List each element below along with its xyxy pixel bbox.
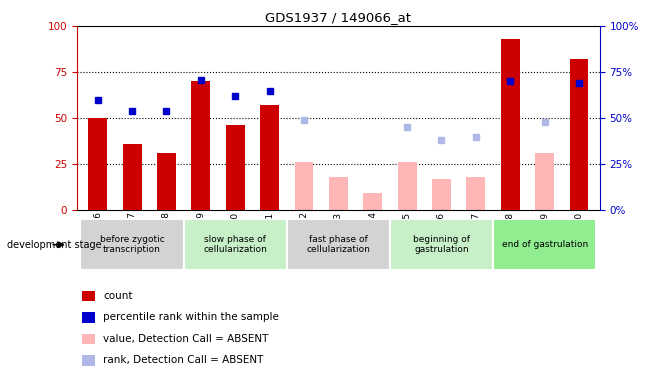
Bar <box>88 118 107 210</box>
Text: rank, Detection Call = ABSENT: rank, Detection Call = ABSENT <box>103 356 263 366</box>
Text: value, Detection Call = ABSENT: value, Detection Call = ABSENT <box>103 334 269 344</box>
Title: GDS1937 / 149066_at: GDS1937 / 149066_at <box>265 11 411 24</box>
Bar <box>432 179 451 210</box>
Bar <box>82 334 95 344</box>
Bar <box>570 59 588 210</box>
Bar <box>500 39 520 210</box>
Bar <box>390 219 493 270</box>
Bar <box>192 81 210 210</box>
Bar <box>398 162 417 210</box>
Text: percentile rank within the sample: percentile rank within the sample <box>103 312 279 322</box>
Bar <box>82 312 95 322</box>
Bar <box>363 194 382 210</box>
Bar <box>493 219 596 270</box>
Bar <box>82 355 95 366</box>
Bar <box>157 153 176 210</box>
Bar <box>226 126 245 210</box>
Bar <box>260 105 279 210</box>
Bar <box>184 219 287 270</box>
Text: end of gastrulation: end of gastrulation <box>502 240 588 249</box>
Bar <box>329 177 348 210</box>
Bar <box>287 219 390 270</box>
Text: fast phase of
cellularization: fast phase of cellularization <box>306 235 371 254</box>
Bar <box>82 291 95 301</box>
Bar <box>80 219 184 270</box>
Bar <box>123 144 141 210</box>
Bar <box>466 177 485 210</box>
Text: development stage: development stage <box>7 240 101 250</box>
Text: beginning of
gastrulation: beginning of gastrulation <box>413 235 470 254</box>
Text: count: count <box>103 291 133 301</box>
Text: before zygotic
transcription: before zygotic transcription <box>100 235 164 254</box>
Text: slow phase of
cellularization: slow phase of cellularization <box>203 235 267 254</box>
Bar <box>535 153 554 210</box>
Bar <box>295 162 314 210</box>
